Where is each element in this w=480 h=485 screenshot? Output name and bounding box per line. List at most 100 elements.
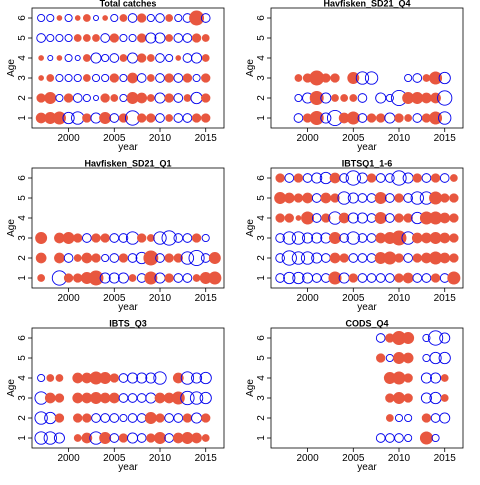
y-tick-label: 6 — [256, 335, 267, 341]
y-tick-label: 2 — [17, 415, 28, 421]
residual-bubble-positive — [182, 233, 193, 243]
residual-bubble-negative — [191, 33, 202, 43]
y-tick-label: 1 — [17, 115, 28, 121]
residual-bubble-negative — [100, 93, 110, 103]
residual-bubble-negative — [411, 232, 423, 244]
residual-bubble-positive — [73, 73, 82, 83]
residual-bubble-positive — [412, 113, 423, 123]
residual-bubble-negative — [201, 54, 210, 62]
x-tick-label: 2015 — [195, 293, 218, 304]
residual-bubble-negative — [109, 73, 119, 83]
residual-bubble-positive — [127, 253, 138, 263]
residual-bubble-negative — [283, 192, 295, 204]
residual-bubble-negative — [99, 372, 112, 384]
residual-bubble-positive — [63, 253, 74, 263]
residual-bubble-positive — [357, 193, 368, 203]
residual-bubble-negative — [137, 113, 147, 123]
residual-bubble-positive — [37, 373, 46, 383]
residual-bubble-positive — [43, 431, 57, 445]
residual-bubble-negative — [63, 273, 74, 283]
residual-bubble-positive — [173, 93, 184, 103]
residual-bubble-negative — [173, 253, 183, 263]
residual-bubble-negative — [44, 392, 56, 404]
y-tick-label: 3 — [256, 395, 267, 401]
residual-bubble-negative — [201, 73, 211, 83]
residual-bubble-negative — [338, 212, 350, 224]
residual-bubble-positive — [421, 273, 432, 283]
residual-bubble-negative — [74, 15, 81, 21]
residual-bubble-negative — [119, 54, 128, 62]
residual-bubble-negative — [329, 232, 341, 244]
residual-bubble-positive — [118, 373, 129, 383]
residual-bubble-negative — [394, 113, 404, 123]
residual-bubble-positive — [356, 172, 368, 184]
residual-bubble-positive — [188, 249, 205, 267]
residual-bubble-positive — [93, 15, 99, 21]
residual-bubble-positive — [412, 73, 423, 83]
residual-bubble-negative — [449, 174, 458, 182]
residual-bubble-negative — [201, 93, 211, 103]
residual-bubble-positive — [37, 13, 46, 23]
residual-bubble-positive — [366, 193, 377, 203]
y-axis-label: Age — [245, 379, 256, 397]
residual-bubble-negative — [38, 55, 44, 61]
residual-bubble-negative — [54, 393, 65, 403]
residual-bubble-positive — [275, 273, 285, 283]
residual-bubble-negative — [208, 271, 222, 285]
y-tick-label: 6 — [17, 15, 28, 21]
residual-bubble-negative — [208, 252, 221, 264]
residual-bubble-positive — [291, 251, 306, 265]
residual-bubble-positive — [34, 411, 48, 425]
residual-bubble-negative — [394, 213, 404, 223]
residual-bubble-negative — [374, 212, 387, 224]
residual-bubble-negative — [92, 34, 100, 42]
residual-bubble-positive — [55, 33, 64, 43]
x-tick-label: 2000 — [296, 133, 319, 144]
residual-bubble-positive — [275, 253, 285, 263]
residual-bubble-negative — [429, 191, 443, 205]
residual-bubble-positive — [119, 73, 128, 83]
residual-bubble-negative — [73, 254, 82, 262]
y-axis-label: Age — [6, 59, 17, 77]
residual-bubble-negative — [191, 113, 202, 123]
residual-bubble-positive — [119, 33, 128, 43]
residual-bubble-positive — [404, 433, 413, 443]
residual-bubble-positive — [337, 191, 351, 205]
residual-bubble-negative — [284, 213, 294, 223]
residual-bubble-negative — [293, 173, 304, 183]
residual-bubble-negative — [127, 72, 138, 84]
x-tick-label: 2010 — [149, 133, 172, 144]
residual-bubble-positive — [438, 111, 452, 125]
residual-bubble-positive — [422, 353, 431, 363]
residual-bubble-positive — [404, 413, 413, 423]
residual-bubble-positive — [192, 73, 201, 83]
residual-bubble-negative — [439, 232, 451, 244]
residual-bubble-positive — [100, 413, 110, 423]
residual-bubble-negative — [189, 10, 205, 26]
residual-bubble-negative — [73, 413, 83, 423]
y-tick-label: 4 — [256, 55, 267, 61]
residual-bubble-negative — [91, 233, 101, 243]
residual-bubble-negative — [118, 253, 129, 263]
residual-bubble-negative — [137, 53, 147, 63]
residual-bubble-negative — [392, 371, 406, 385]
residual-bubble-negative — [164, 253, 174, 263]
residual-bubble-negative — [119, 14, 128, 22]
residual-bubble-negative — [294, 74, 303, 82]
residual-bubble-positive — [182, 273, 193, 283]
residual-bubble-positive — [275, 233, 285, 243]
residual-bubble-negative — [301, 211, 315, 225]
x-tick-label: 2015 — [195, 453, 218, 464]
residual-bubble-negative — [346, 111, 360, 125]
residual-bubble-negative — [402, 332, 415, 344]
residual-bubble-positive — [437, 90, 453, 106]
residual-bubble-positive — [356, 212, 368, 224]
x-tick-label: 2015 — [434, 453, 457, 464]
residual-bubble-negative — [54, 413, 65, 423]
residual-bubble-positive — [64, 33, 73, 43]
residual-bubble-positive — [199, 391, 212, 405]
residual-bubble-positive — [339, 173, 349, 183]
residual-bubble-positive — [109, 53, 120, 63]
residual-bubble-positive — [127, 52, 139, 64]
residual-bubble-positive — [47, 55, 54, 61]
